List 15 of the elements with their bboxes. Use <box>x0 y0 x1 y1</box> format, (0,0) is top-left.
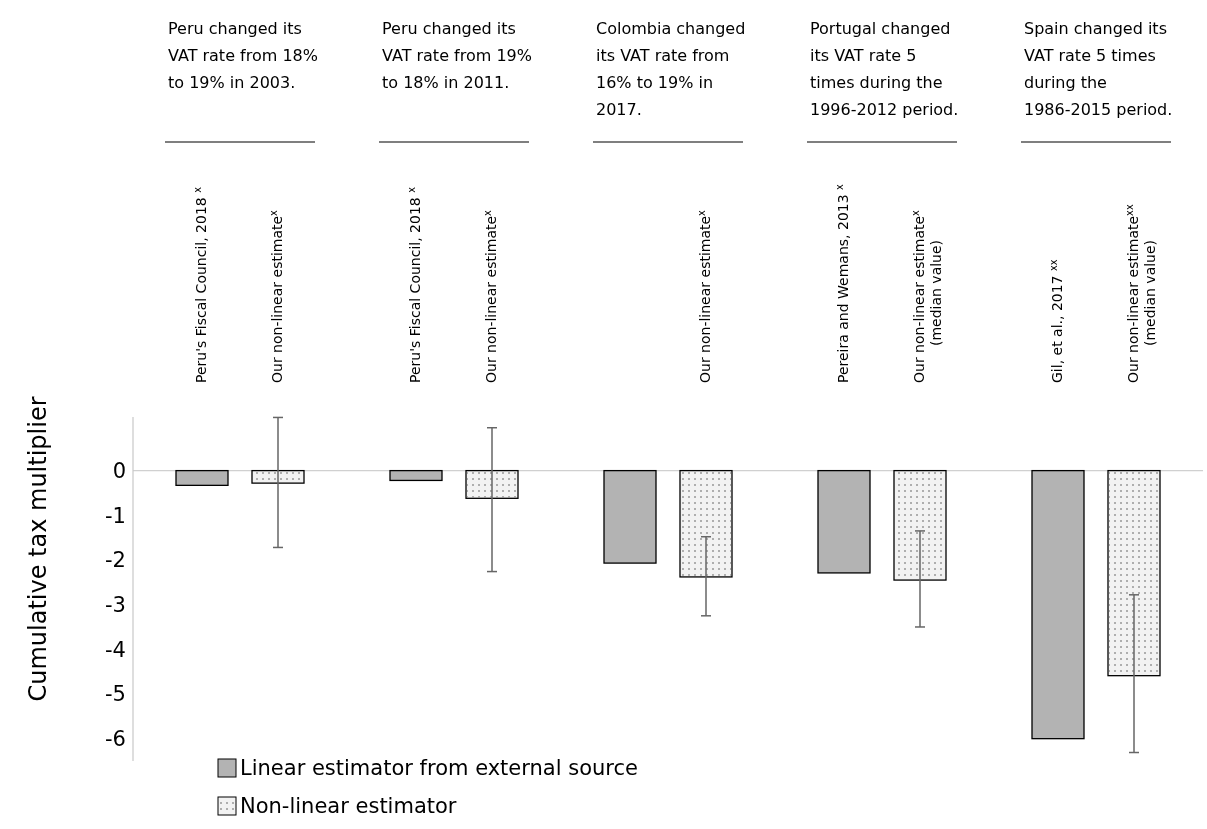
text: Spain changed its VAT rate 5 times during the 1986-2015 period. <box>1024 19 1173 119</box>
y-axis-title: Cumulative tax multiplier <box>24 396 52 702</box>
y-tick-label: -6 <box>105 727 126 752</box>
legend-label: Linear estimator from external source <box>240 756 638 780</box>
y-tick-label: 0 <box>112 458 126 483</box>
y-tick-label: -4 <box>105 637 126 662</box>
text: Peru changed its VAT rate from 19% to 18% in 2011. <box>382 19 532 92</box>
text: Peru changed its VAT rate from 18% to 19% in 2003. <box>168 19 318 92</box>
legend-label: Non-linear estimator <box>240 794 457 818</box>
y-tick-label: -5 <box>105 682 126 707</box>
text: Colombia changed its VAT rate from 16% to 19% in 2017. <box>596 19 746 119</box>
y-tick-label: -3 <box>105 592 126 617</box>
text: Portugal changed its VAT rate 5 times during the 1996-2012 period. <box>810 19 959 119</box>
y-tick-label: -2 <box>105 548 126 573</box>
y-tick-label: -1 <box>105 503 126 528</box>
